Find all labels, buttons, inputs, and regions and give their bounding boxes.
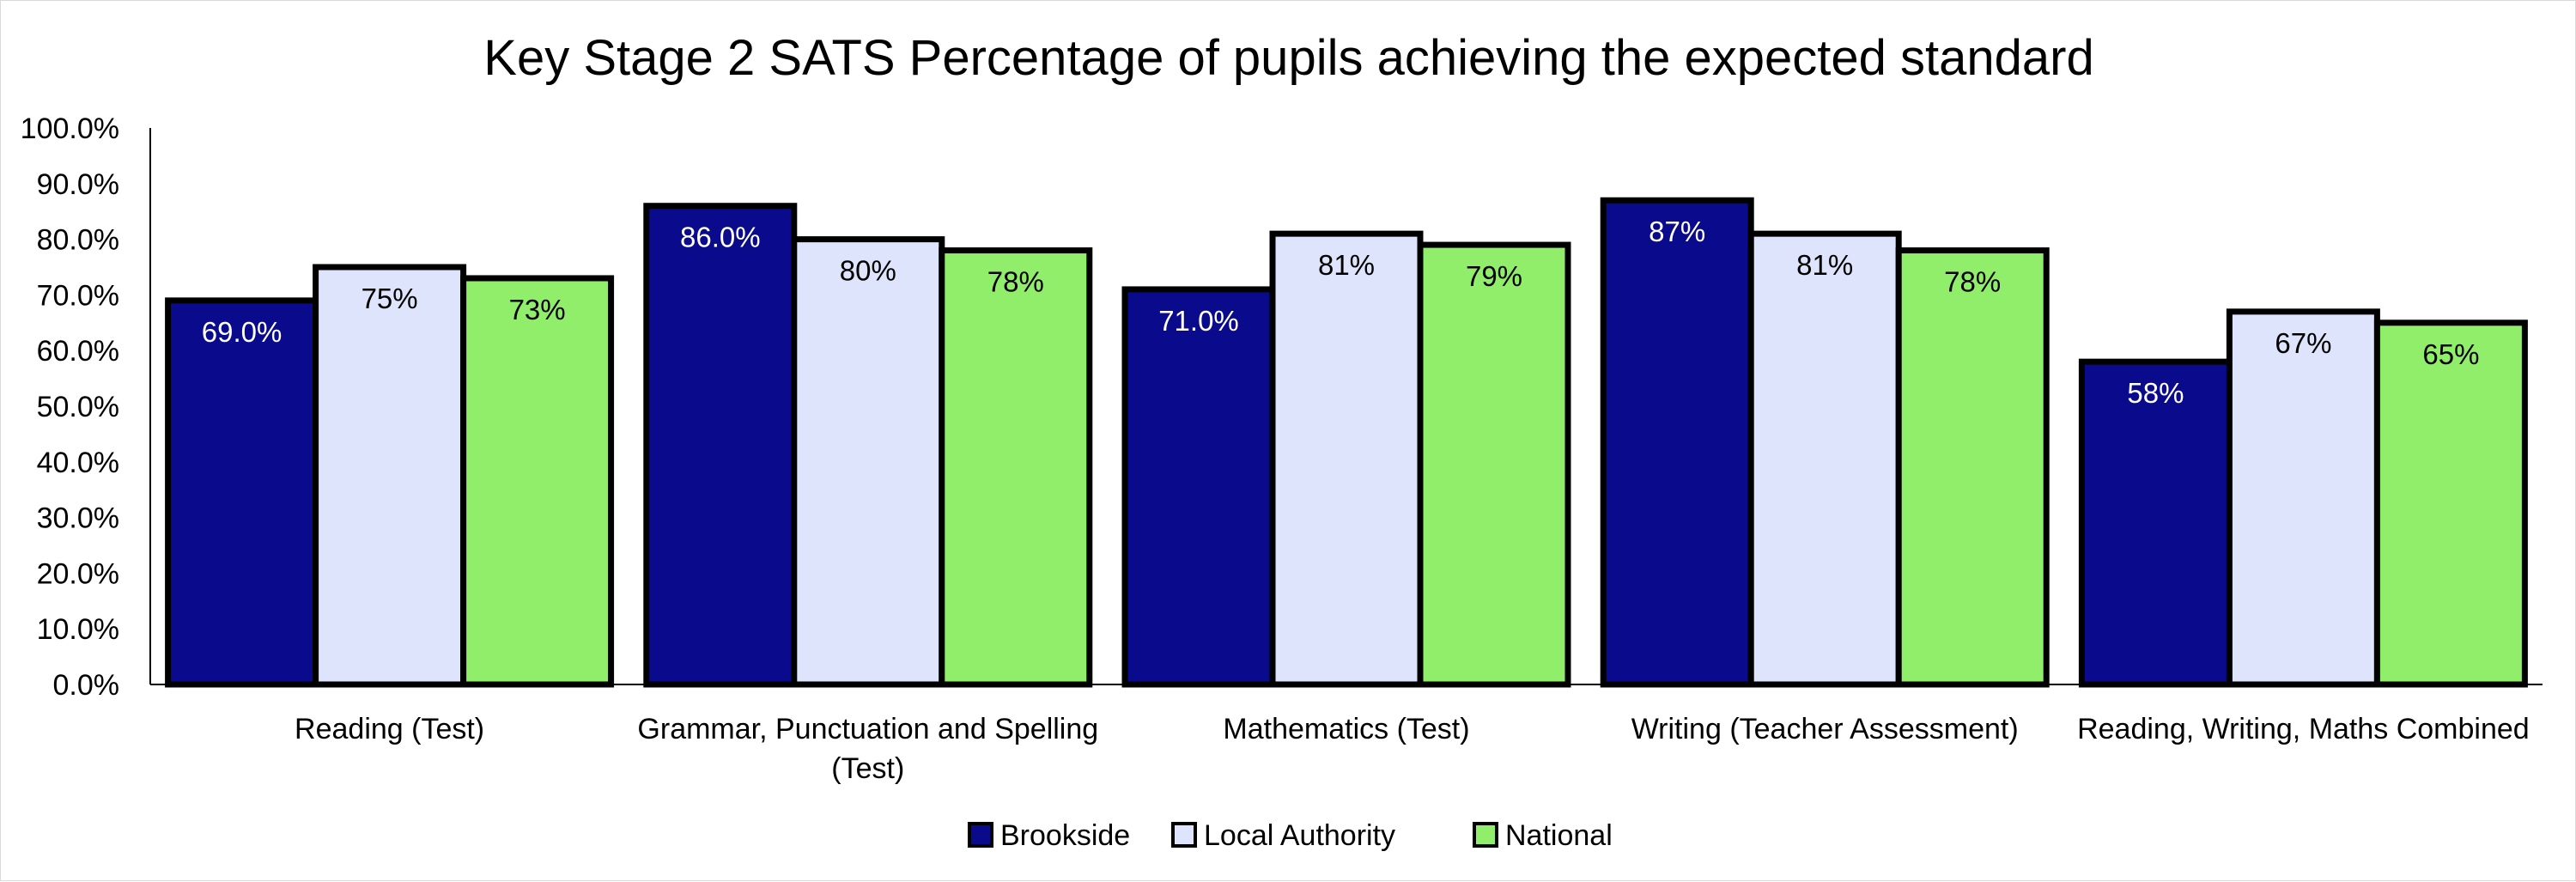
bar-brookside (1121, 286, 1276, 688)
legend-item: Brookside (968, 819, 1130, 852)
bar-national (460, 275, 615, 688)
y-tick-label: 0.0% (53, 669, 120, 702)
y-tick-label: 50.0% (37, 391, 119, 423)
y-axis: 0.0% 10.0% 20.0% 30.0% 40.0% 50.0% 60.0% 70.0% 8… (21, 113, 151, 702)
data-label: 80% (840, 255, 896, 287)
bar-local-authority (791, 236, 945, 688)
data-label: 86.0% (680, 222, 761, 253)
data-label: 73% (509, 294, 566, 325)
legend-label: National (1505, 819, 1613, 852)
x-axis: Reading (Test) Grammar, Punctuation and S… (150, 684, 2543, 785)
bar-national (939, 247, 1093, 688)
data-label: 81% (1796, 249, 1853, 281)
bar-brookside (165, 297, 319, 688)
bar-national (1417, 241, 1571, 688)
legend-swatch (1171, 822, 1197, 848)
data-labels: 69.0% 75% 73% 86.0% 80% 78% 71.0% 81% 79% 87% 81% 7… (202, 216, 2480, 409)
y-tick-label: 30.0% (37, 502, 119, 535)
x-category-label: Mathematics (Test) (1223, 713, 1469, 745)
legend-item: Local Authority (1171, 819, 1395, 852)
legend-item: National (1473, 819, 1613, 852)
y-tick-label: 10.0% (37, 613, 119, 646)
bar-national (1895, 247, 2050, 688)
data-label: 81% (1318, 249, 1375, 281)
legend-label: Brookside (1000, 819, 1130, 852)
y-tick-label: 60.0% (37, 335, 119, 368)
legend: Brookside Local Authority National (968, 819, 1613, 852)
y-tick-label: 40.0% (37, 447, 119, 479)
y-tick-label: 20.0% (37, 557, 119, 590)
bar-local-authority (313, 264, 467, 688)
data-label: 87% (1649, 216, 1705, 247)
data-label: 69.0% (202, 316, 283, 348)
x-category-label: Writing (Teacher Assessment) (1631, 713, 2019, 745)
x-category-label: (Test) (831, 752, 904, 785)
data-label: 78% (1944, 266, 2001, 298)
y-tick-label: 70.0% (37, 279, 119, 312)
data-label: 78% (987, 266, 1044, 298)
data-label: 79% (1466, 260, 1522, 292)
data-label: 65% (2422, 338, 2479, 370)
bar-local-authority (2226, 308, 2380, 688)
bar-brookside (2078, 358, 2233, 688)
bar-local-authority (1747, 230, 1902, 688)
y-tick-label: 90.0% (37, 168, 119, 201)
data-label: 58% (2127, 377, 2184, 409)
y-tick-label: 100.0% (21, 113, 119, 145)
legend-label: Local Authority (1204, 819, 1395, 852)
x-category-label: Reading (Test) (295, 713, 484, 745)
legend-swatch (1473, 822, 1498, 848)
x-category-label: Reading, Writing, Maths Combined (2077, 713, 2530, 745)
bar-local-authority (1269, 230, 1424, 688)
bar-national (2373, 319, 2528, 688)
x-category-label: Grammar, Punctuation and Spelling (637, 713, 1098, 745)
bar-brookside (1600, 197, 1754, 688)
bars (165, 197, 2528, 688)
data-label: 75% (361, 283, 418, 314)
data-label: 67% (2275, 327, 2331, 359)
legend-swatch (968, 822, 993, 848)
chart-title: Key Stage 2 SATS Percentage of pupils ac… (483, 30, 2093, 86)
y-tick-label: 80.0% (37, 224, 119, 257)
bar-brookside (643, 203, 798, 688)
data-label: 71.0% (1158, 305, 1239, 337)
